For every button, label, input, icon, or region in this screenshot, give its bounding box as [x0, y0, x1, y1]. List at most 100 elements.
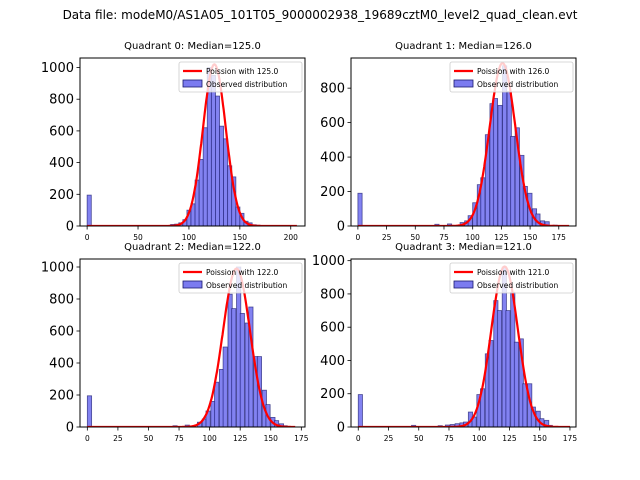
histogram-bar	[492, 98, 498, 226]
y-tick-label: 1000	[41, 61, 74, 76]
legend-entry-fit: Poission with 126.0	[477, 67, 550, 76]
histogram-bar	[454, 423, 460, 427]
legend-bar-swatch	[182, 79, 203, 88]
histogram-bar	[198, 159, 204, 226]
x-tick-label: 125	[502, 434, 517, 443]
y-tick-label: 200	[320, 387, 345, 402]
legend-box	[449, 262, 574, 294]
histogram-bar	[86, 395, 93, 427]
histogram-bar	[215, 95, 220, 226]
x-tick-label: 100	[472, 434, 487, 443]
legend-entry-fit: Poission with 125.0	[206, 67, 279, 76]
x-tick-label: 100	[182, 233, 197, 242]
x-tick-label: 0	[356, 434, 361, 443]
y-tick-label: 800	[49, 293, 74, 308]
subplot-quadrant-3: Quadrant 3: Median=121.0 0 200 400 600 800 100…	[312, 242, 577, 443]
y-tick-label: 1000	[312, 254, 345, 269]
legend: Poission with 121.0 Observed distribution	[449, 262, 574, 294]
x-tick-label: 75	[439, 233, 449, 242]
legend-bar-swatch	[453, 79, 474, 88]
y-tick-label: 1000	[41, 261, 74, 276]
histogram-bar	[239, 312, 245, 427]
y-tick-label: 600	[49, 124, 74, 139]
legend-box	[449, 61, 574, 93]
legend-entry-observed: Observed distribution	[477, 281, 558, 290]
histogram-bar	[357, 394, 363, 427]
poisson-fit-line	[87, 267, 296, 427]
legend: Poission with 126.0 Observed distribution	[449, 61, 574, 93]
histogram-bar	[497, 104, 503, 226]
y-tick-label: 400	[49, 156, 74, 171]
legend-entry-observed: Observed distribution	[206, 80, 287, 89]
histogram-bar	[510, 135, 516, 226]
legend: Poission with 125.0 Observed distribution	[178, 61, 303, 93]
y-tick-label: 0	[66, 220, 74, 235]
histogram-bars	[86, 67, 261, 226]
histogram-bar	[222, 346, 228, 427]
subplot-title: Quadrant 1: Median=126.0	[395, 41, 532, 52]
subplot-quadrant-1: Quadrant 1: Median=126.0 0 200 400 600 800 0 25…	[320, 41, 577, 242]
y-tick-label: 800	[320, 82, 345, 97]
x-tick-label: 150	[264, 434, 279, 443]
x-tick-label: 75	[174, 434, 184, 443]
x-tick-label: 175	[294, 434, 309, 443]
histogram-bar	[505, 310, 511, 427]
axes-frame	[79, 258, 306, 428]
histogram-bar	[219, 125, 225, 226]
x-tick-label: 150	[233, 233, 248, 242]
x-tick-label: 175	[552, 233, 567, 242]
histogram-bar	[496, 310, 503, 427]
x-tick-label: 25	[382, 233, 392, 242]
y-tick-label: 0	[66, 421, 74, 436]
axes-frame	[350, 258, 577, 428]
x-tick-label: 125	[233, 434, 248, 443]
axes-frame	[79, 57, 306, 227]
y-tick-label: 400	[320, 354, 345, 369]
x-tick-label: 150	[533, 434, 548, 443]
subplot-quadrant-2: Quadrant 2: Median=122.0 0 200 400 600 800 100…	[41, 242, 309, 443]
legend-entry-observed: Observed distribution	[206, 281, 287, 290]
y-tick-label: 600	[320, 116, 345, 131]
x-tick-label: 25	[113, 434, 123, 443]
histogram-bar	[488, 340, 494, 427]
x-tick-label: 100	[466, 233, 481, 242]
histogram-bar	[357, 192, 363, 226]
legend-box	[178, 262, 303, 294]
y-tick-label: 600	[49, 325, 74, 340]
histogram-bar	[231, 308, 237, 427]
x-tick-label: 175	[563, 434, 578, 443]
histogram-bar	[214, 381, 220, 427]
histogram-bar	[223, 138, 229, 226]
x-tick-label: 100	[202, 434, 217, 443]
subplot-quadrant-0: Quadrant 0: Median=125.0 0 200 400 600 800 100…	[41, 41, 306, 242]
y-tick-label: 0	[337, 421, 345, 436]
x-tick-label: 50	[133, 233, 143, 242]
x-tick-label: 0	[355, 233, 360, 242]
y-tick-label: 800	[320, 287, 345, 302]
poisson-fit-line	[358, 265, 570, 427]
subplot-title: Quadrant 3: Median=121.0	[395, 242, 532, 253]
y-tick-label: 200	[49, 188, 74, 203]
poisson-fit-line	[357, 62, 570, 226]
y-tick-label: 400	[320, 151, 345, 166]
x-tick-label: 50	[411, 233, 421, 242]
legend-entry-fit: Poission with 122.0	[206, 268, 279, 277]
y-tick-label: 200	[49, 389, 74, 404]
histogram-bar	[248, 306, 254, 427]
legend-entry-fit: Poission with 121.0	[477, 268, 550, 277]
x-tick-label: 0	[85, 233, 90, 242]
x-tick-label: 50	[414, 434, 424, 443]
histogram-bar	[202, 127, 208, 226]
histogram-bar	[86, 194, 92, 226]
histogram-bars	[357, 266, 553, 427]
x-tick-label: 50	[144, 434, 154, 443]
y-tick-label: 800	[49, 93, 74, 108]
legend-bar-swatch	[182, 280, 203, 289]
x-tick-label: 125	[494, 233, 509, 242]
x-tick-label: 200	[284, 233, 299, 242]
x-tick-label: 0	[85, 434, 90, 443]
y-tick-label: 400	[49, 357, 74, 372]
y-tick-label: 200	[320, 185, 345, 200]
y-tick-label: 600	[320, 321, 345, 336]
legend-entry-observed: Observed distribution	[477, 80, 558, 89]
